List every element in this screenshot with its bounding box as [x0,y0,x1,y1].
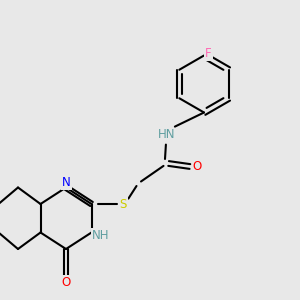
Text: S: S [119,197,127,211]
Text: N: N [62,176,71,189]
Text: F: F [205,47,212,61]
Text: O: O [193,160,202,173]
Text: NH: NH [92,229,110,242]
Text: O: O [61,276,70,290]
Text: HN: HN [158,128,175,142]
